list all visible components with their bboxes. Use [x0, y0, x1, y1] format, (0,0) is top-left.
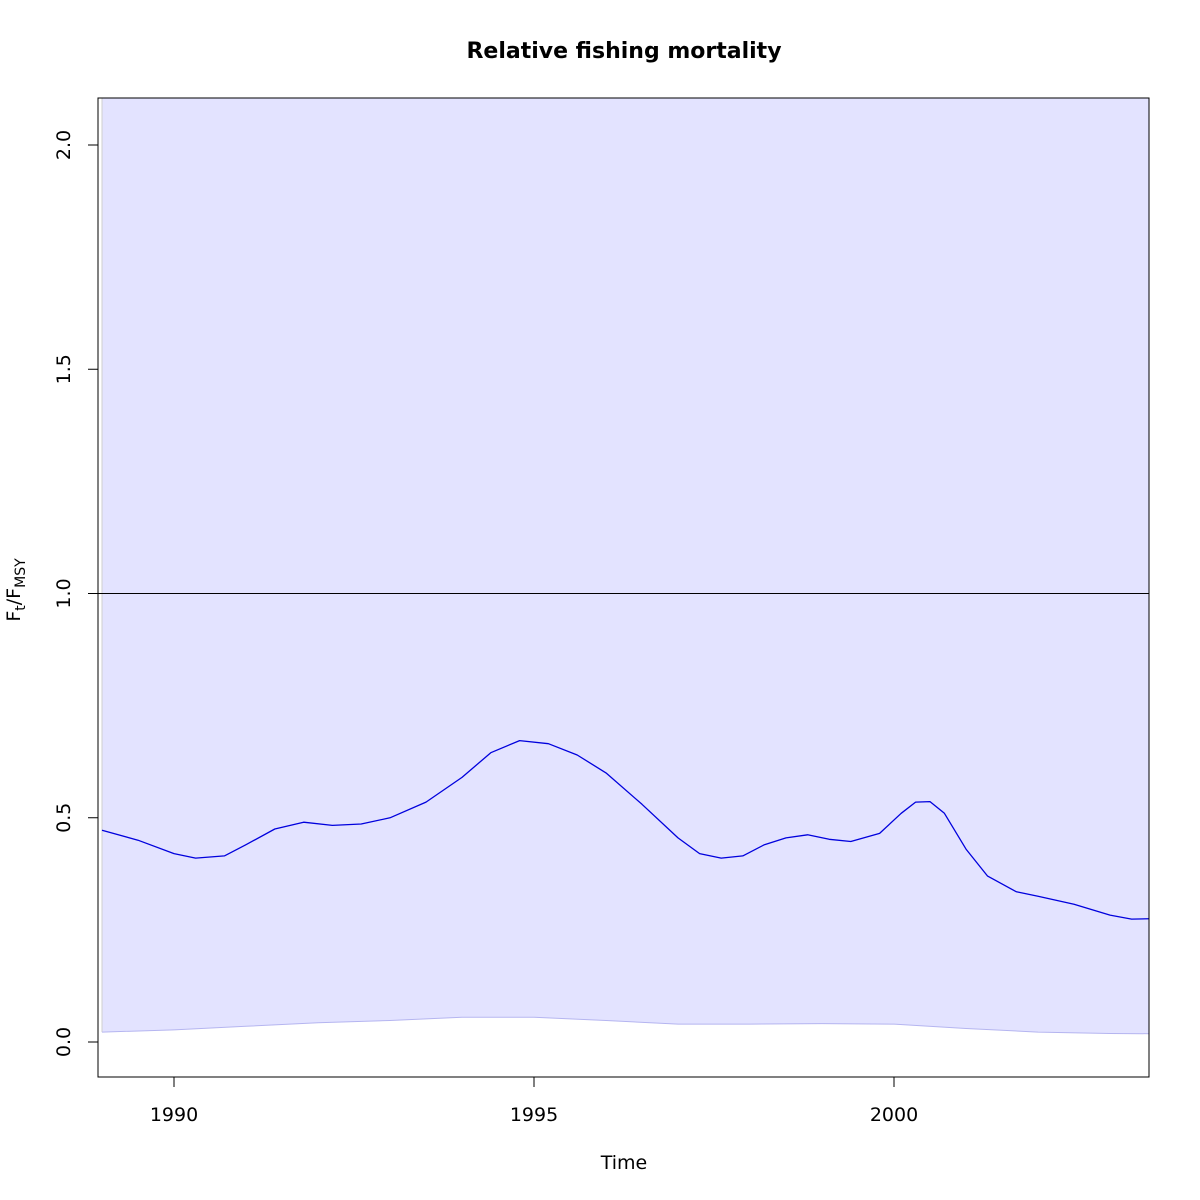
x-axis-label: Time: [600, 1152, 648, 1174]
confidence-band: [102, 98, 1149, 1034]
y-axis-label: Ft/FMSY: [3, 558, 29, 622]
y-tick-label-2: 1.0: [53, 578, 75, 608]
y-axis-label-sub-msy: MSY: [13, 558, 29, 588]
y-axis-label-main: F: [3, 611, 25, 622]
y-tick-label-1: 0.5: [53, 803, 75, 833]
series-line-0: [101, 739, 1149, 920]
plot-area: 1990199520002005201020150.00.51.01.52.0: [53, 97, 1150, 1126]
plot-frame: [97, 97, 1150, 1078]
y-tick-label-0: 0.0: [53, 1027, 75, 1057]
y-axis-label-sep: /F: [3, 588, 25, 605]
y-tick-label-4: 2.0: [53, 130, 75, 160]
confidence-band-lower-line: [101, 1016, 1149, 1035]
x-tick-label-2000: 2000: [870, 1104, 918, 1126]
x-tick-label-1995: 1995: [510, 1104, 558, 1126]
x-tick-label-1990: 1990: [150, 1104, 198, 1126]
y-tick-label-3: 1.5: [53, 354, 75, 384]
plot-content: [98, 98, 1149, 1035]
y-axis-label-sub-t: t: [13, 605, 29, 611]
chart-title: Relative fishing mortality: [466, 39, 781, 64]
